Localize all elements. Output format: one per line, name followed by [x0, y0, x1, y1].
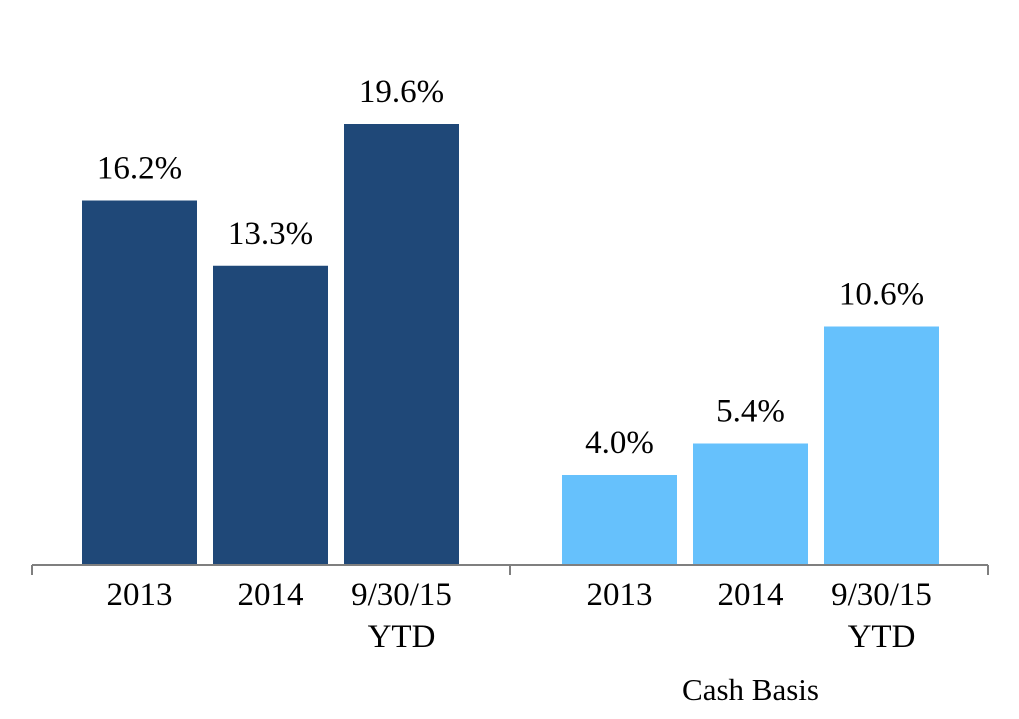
- bar-g1-0: [562, 475, 677, 565]
- bar-g0-1: [213, 265, 328, 565]
- bar-g0-0: [82, 200, 197, 565]
- data-label-g0-2: 19.6%: [359, 74, 444, 110]
- group-label-1: Cash Basis: [682, 672, 819, 707]
- tick-label-g0-2-0: 9/30/15: [351, 577, 452, 613]
- tick-label-g0-2-1: YTD: [368, 619, 436, 655]
- bar-g1-1: [693, 443, 808, 565]
- x-axis: [31, 564, 989, 575]
- tick-label-g0-1-0: 2014: [238, 577, 304, 613]
- tick-label-g1-1-0: 2014: [718, 577, 784, 613]
- data-label-g1-2: 10.6%: [839, 277, 924, 313]
- data-label-g1-0: 4.0%: [585, 425, 654, 461]
- data-label-g0-1: 13.3%: [228, 216, 313, 252]
- data-label-g1-1: 5.4%: [716, 394, 785, 430]
- tick-label-g1-0-0: 2013: [587, 577, 653, 613]
- bar-g1-2: [824, 326, 939, 565]
- bar-g0-2: [344, 124, 459, 565]
- bars-layer: [82, 124, 939, 565]
- tick-label-g1-2-1: YTD: [848, 619, 916, 655]
- tick-label-g1-2-0: 9/30/15: [831, 577, 932, 613]
- tick-label-g0-0-0: 2013: [107, 577, 173, 613]
- data-label-g0-0: 16.2%: [97, 151, 182, 187]
- labels-layer: 16.2% 2013 13.3% 2014 19.6% 9/30/15 YTD 4.0% 201…: [97, 74, 932, 707]
